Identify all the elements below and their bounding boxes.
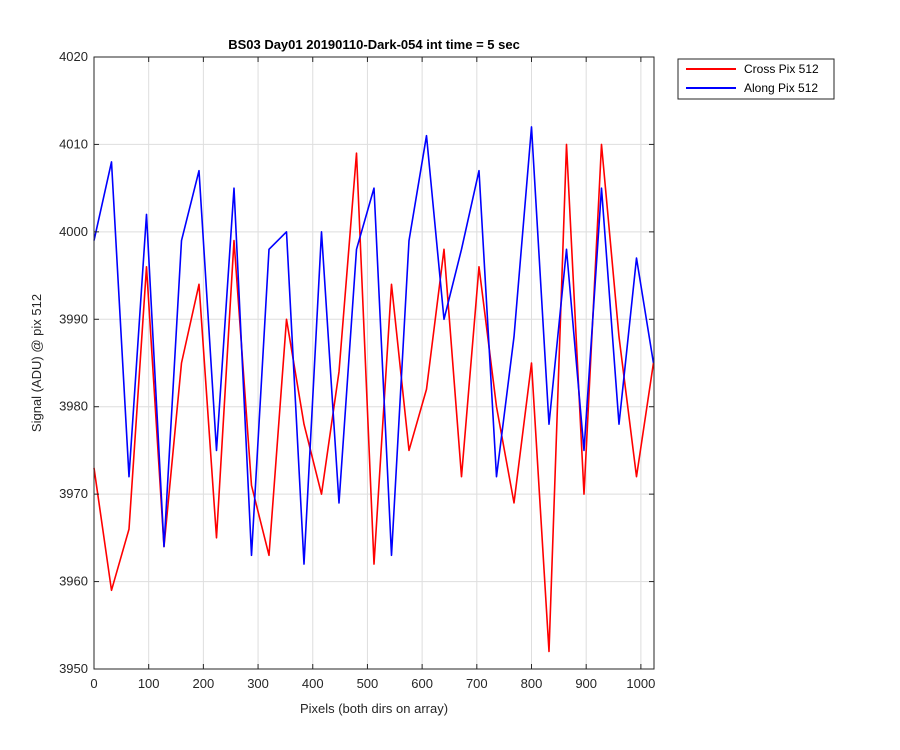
x-tick-label: 700 [466, 676, 488, 691]
x-tick-label: 500 [357, 676, 379, 691]
series-layer [93, 126, 655, 653]
y-axis-title: Signal (ADU) @ pix 512 [29, 294, 44, 432]
x-tick-label: 1000 [626, 676, 655, 691]
plot-frame [93, 56, 655, 670]
legend: Cross Pix 512 Along Pix 512 [677, 58, 835, 100]
x-tick-label: 600 [411, 676, 433, 691]
x-tick-label: 300 [247, 676, 269, 691]
legend-box [677, 58, 835, 100]
y-tick-label: 3950 [59, 661, 88, 676]
x-tick-label: 900 [575, 676, 597, 691]
y-tick-label: 4020 [59, 49, 88, 64]
chart-title: BS03 Day01 20190110-Dark-054 int time = … [228, 37, 520, 52]
y-tick-label: 3990 [59, 311, 88, 326]
ticks: 0 100 200 300 400 500 600 700 800 900 1000 3950 3960… [59, 49, 655, 691]
series-line-along [93, 126, 655, 565]
plot-area [94, 57, 654, 669]
x-tick-label: 200 [193, 676, 215, 691]
legend-label-along: Along Pix 512 [744, 81, 818, 95]
x-axis-title: Pixels (both dirs on array) [300, 701, 448, 716]
y-tick-label: 3980 [59, 399, 88, 414]
x-tick-label: 400 [302, 676, 324, 691]
y-tick-label: 4010 [59, 136, 88, 151]
y-tick-label: 3970 [59, 486, 88, 501]
x-tick-label: 0 [90, 676, 97, 691]
legend-label-cross: Cross Pix 512 [744, 62, 819, 76]
y-tick-label: 4000 [59, 224, 88, 239]
x-tick-label: 800 [521, 676, 543, 691]
x-tick-label: 100 [138, 676, 160, 691]
y-tick-label: 3960 [59, 574, 88, 589]
